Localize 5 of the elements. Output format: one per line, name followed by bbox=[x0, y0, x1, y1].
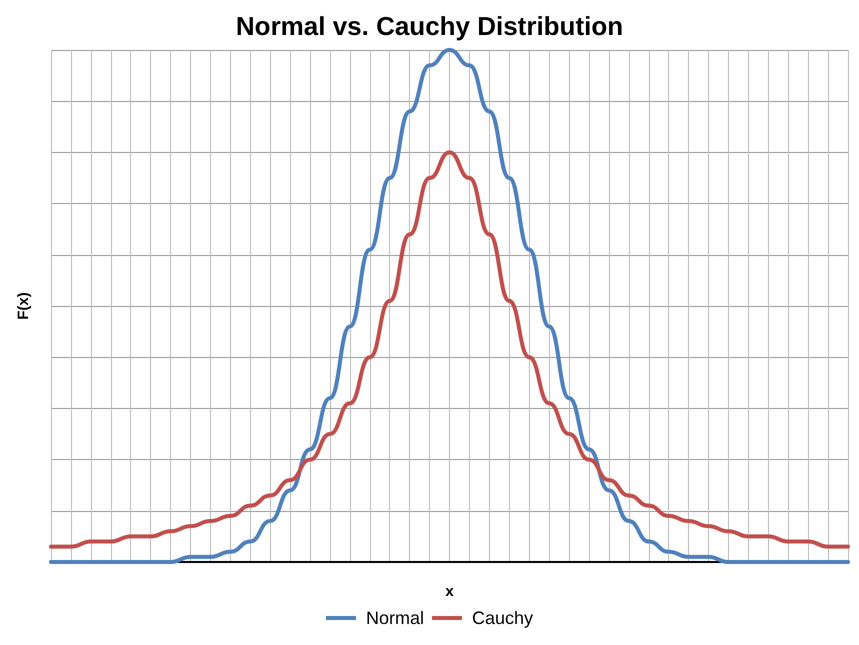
y-axis-title: F(x) bbox=[15, 292, 32, 320]
x-axis-title: x bbox=[445, 583, 454, 600]
legend-label: Cauchy bbox=[472, 608, 534, 628]
legend-label: Normal bbox=[366, 608, 424, 628]
chart-title: Normal vs. Cauchy Distribution bbox=[236, 11, 624, 41]
